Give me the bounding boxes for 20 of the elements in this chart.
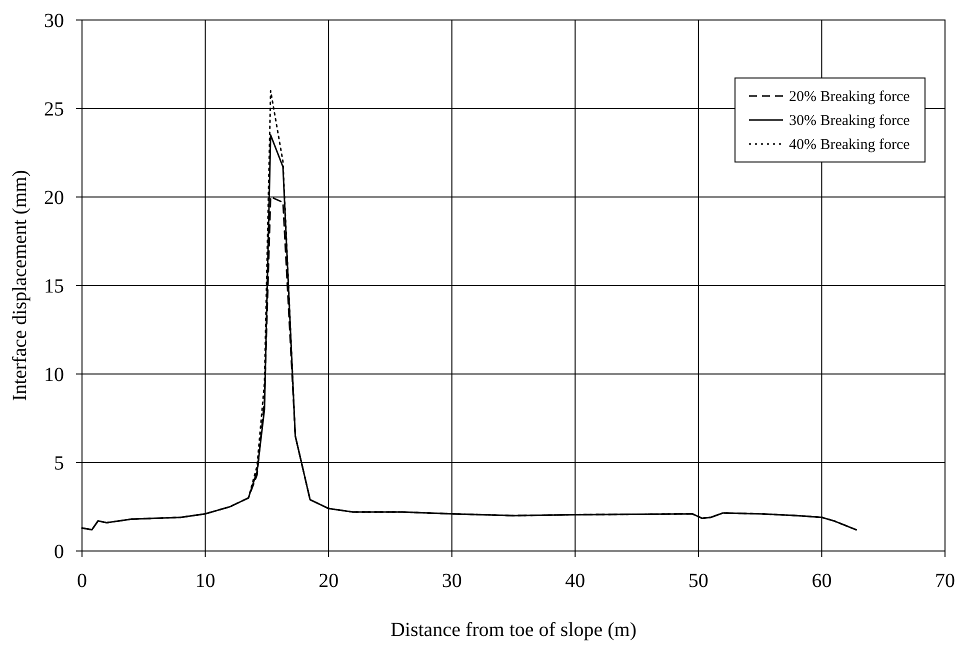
x-tick-label: 70 bbox=[935, 570, 955, 592]
y-tick-label: 25 bbox=[44, 98, 64, 120]
y-tick-label: 0 bbox=[54, 541, 64, 563]
x-tick-label: 0 bbox=[77, 570, 87, 592]
x-tick-label: 30 bbox=[442, 570, 462, 592]
x-tick-label: 50 bbox=[688, 570, 708, 592]
x-tick-label: 10 bbox=[195, 570, 216, 592]
y-tick-label: 5 bbox=[54, 452, 64, 474]
y-axis-title: Interface displacement (mm) bbox=[9, 170, 31, 401]
x-tick-label: 60 bbox=[812, 570, 832, 592]
x-tick-label: 20 bbox=[318, 570, 339, 592]
y-tick-label: 10 bbox=[44, 364, 64, 386]
y-tick-label: 15 bbox=[44, 276, 64, 298]
y-tick-label: 30 bbox=[44, 10, 64, 32]
x-tick-label: 40 bbox=[565, 570, 586, 592]
x-axis-title: Distance from toe of slope (m) bbox=[390, 619, 637, 641]
y-tick-label: 20 bbox=[44, 187, 64, 209]
legend-label: 30% Breaking force bbox=[789, 113, 910, 129]
legend-label: 40% Breaking force bbox=[789, 137, 910, 153]
legend-label: 20% Breaking force bbox=[789, 89, 910, 105]
